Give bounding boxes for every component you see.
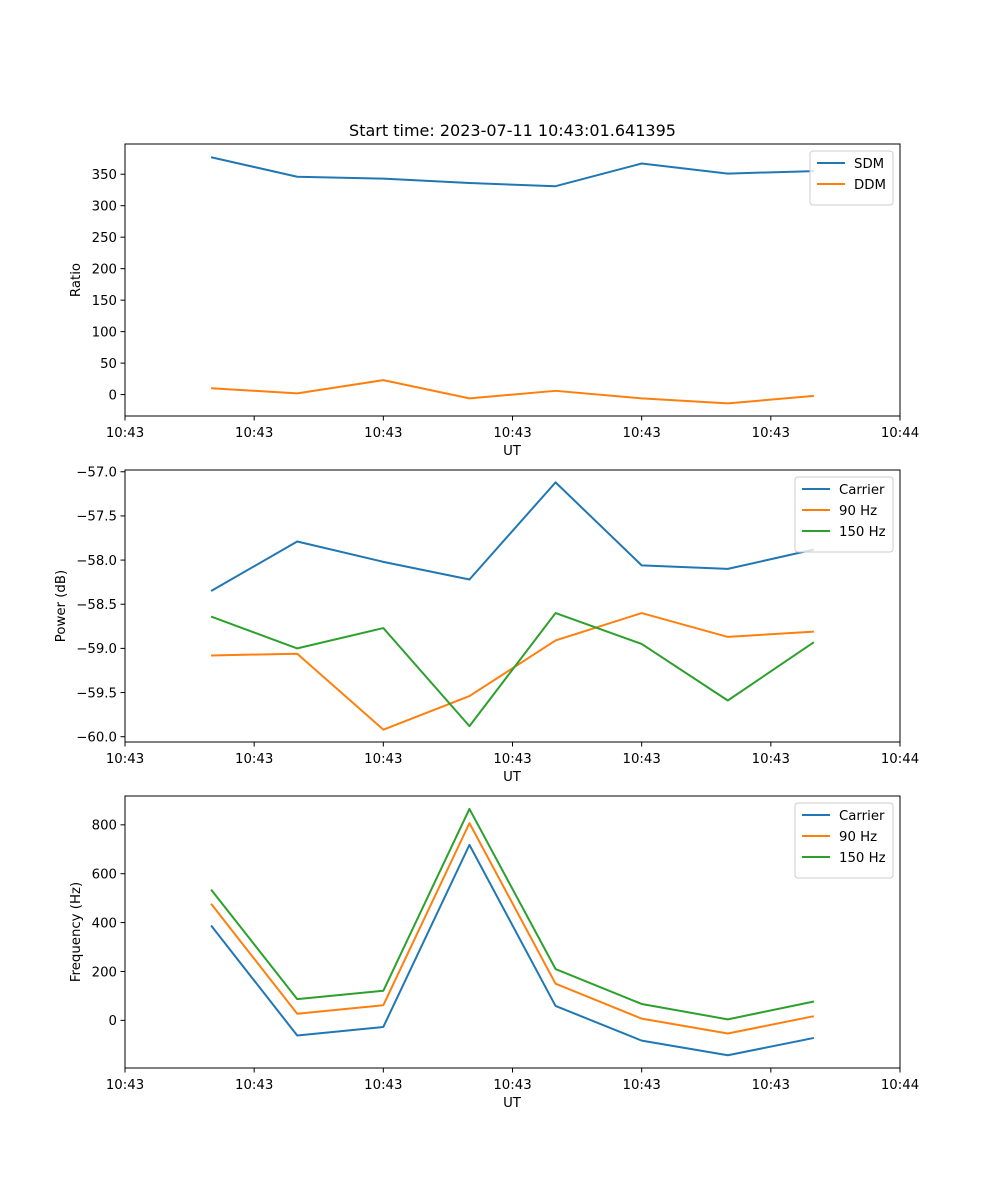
x-tick-label: 10:43: [235, 1078, 273, 1093]
subplot-1: 10:43 10:43 10:43 10:43 10:43 10:43 10:44 0 50 10…: [69, 143, 919, 459]
legend-label: 90 Hz: [839, 830, 877, 845]
x-tick-label: 10:43: [752, 1078, 790, 1093]
legend-label: Carrier: [839, 809, 885, 824]
x-tick-label: 10:43: [106, 426, 144, 441]
series-line-sdm: [210, 156, 814, 188]
axes-frame: [124, 469, 901, 743]
subplots: 10:43 10:43 10:43 10:43 10:43 10:43 10:44 0 50 10…: [54, 143, 919, 1111]
x-axis-label: UT: [503, 444, 522, 459]
y-tick-label: 0: [109, 388, 117, 403]
y-tick-label: 50: [100, 357, 117, 372]
x-axis-label: UT: [503, 770, 522, 785]
legend-label: Carrier: [839, 483, 885, 498]
legend-label: 90 Hz: [839, 504, 877, 519]
x-tick-label: 10:43: [752, 752, 790, 767]
x-tick-label: 10:43: [364, 426, 402, 441]
subplot-2: 10:43 10:43 10:43 10:43 10:43 10:43 10:44 −60.0…: [54, 466, 919, 785]
y-tick-label: −58.5: [76, 598, 117, 613]
x-axis-label: UT: [503, 1096, 522, 1111]
series-line-150-hz: [210, 612, 815, 728]
y-tick-label: −59.5: [76, 686, 117, 701]
x-tick-label: 10:43: [493, 426, 531, 441]
x-tick-label: 10:44: [881, 1078, 919, 1093]
legend: Carrier 90 Hz 150 Hz: [794, 476, 894, 553]
x-tick-label: 10:43: [493, 752, 531, 767]
y-tick-label: 200: [92, 965, 117, 980]
legend-label: 150 Hz: [839, 851, 886, 866]
series-line-ddm: [211, 379, 814, 405]
series-line-90-hz: [210, 822, 815, 1035]
x-tick-label: 10:43: [623, 426, 661, 441]
legend-box: [809, 150, 894, 206]
x-tick-label: 10:43: [493, 1078, 531, 1093]
legend-label: DDM: [854, 178, 886, 193]
x-tick-label: 10:43: [623, 752, 661, 767]
axes-frame: [124, 795, 901, 1069]
series-line-90-hz: [211, 612, 814, 731]
legend-label: 150 Hz: [839, 525, 886, 540]
y-tick-label: −58.0: [76, 554, 117, 569]
x-tick-label: 10:43: [235, 752, 273, 767]
y-tick-label: −57.5: [76, 510, 117, 525]
x-tick-label: 10:43: [364, 752, 402, 767]
x-tick-label: 10:43: [106, 752, 144, 767]
series-line-150-hz: [210, 807, 815, 1021]
y-tick-label: −60.0: [76, 731, 117, 746]
series-line-carrier: [210, 843, 815, 1057]
x-tick-label: 10:44: [881, 752, 919, 767]
y-axis-label: Ratio: [69, 263, 84, 297]
y-tick-label: 300: [92, 200, 117, 215]
y-tick-label: −57.0: [76, 466, 117, 481]
series-line-carrier: [210, 481, 815, 592]
x-tick-label: 10:43: [752, 426, 790, 441]
y-axis-label: Power (dB): [54, 570, 69, 642]
y-tick-label: 350: [92, 168, 117, 183]
y-tick-label: 800: [92, 819, 117, 834]
y-tick-label: 250: [92, 231, 117, 246]
legend-box: [794, 802, 894, 879]
y-tick-label: 200: [92, 262, 117, 277]
y-tick-label: 400: [92, 916, 117, 931]
x-tick-label: 10:44: [881, 426, 919, 441]
y-axis-label: Frequency (Hz): [69, 882, 84, 982]
figure-title: Start time: 2023-07-11 10:43:01.641395: [349, 121, 676, 140]
legend: Carrier 90 Hz 150 Hz: [794, 802, 894, 879]
legend-box: [794, 476, 894, 553]
legend: SDM DDM: [809, 150, 894, 206]
y-tick-label: 150: [92, 294, 117, 309]
legend-label: SDM: [854, 157, 884, 172]
subplot-3: 10:43 10:43 10:43 10:43 10:43 10:43 10:44 0 200 4…: [69, 795, 919, 1111]
y-tick-label: 100: [92, 325, 117, 340]
x-tick-label: 10:43: [235, 426, 273, 441]
y-tick-label: 0: [109, 1014, 117, 1029]
y-tick-label: −59.0: [76, 642, 117, 657]
x-tick-label: 10:43: [364, 1078, 402, 1093]
x-tick-label: 10:43: [106, 1078, 144, 1093]
y-tick-label: 600: [92, 868, 117, 883]
x-tick-label: 10:43: [623, 1078, 661, 1093]
